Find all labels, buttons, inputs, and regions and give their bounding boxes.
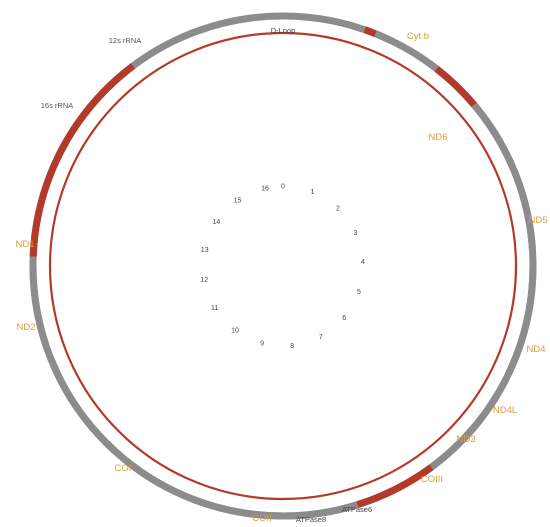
kb-tick-label: 2 <box>336 205 340 212</box>
gene-label-coi: COI <box>115 463 132 474</box>
gene-label-nd4l: ND4L <box>493 405 517 416</box>
kb-tick-label: 1 <box>311 189 315 196</box>
gene-segment-atpase8 <box>356 496 373 508</box>
gene-label-nd4: ND4 <box>526 344 545 355</box>
gene-label-nd2: ND2 <box>16 322 35 333</box>
gene-label-group: D-Loop Cyt b ND6 ND5 ND4 ND4L ND3 COIII ATPase6 A… <box>15 26 547 524</box>
outer-gene-ring <box>29 12 537 520</box>
gene-segment-atpase6 <box>369 464 434 504</box>
kb-tick-label: 9 <box>260 341 264 348</box>
kb-tick-label: 7 <box>319 334 323 341</box>
gene-segment-nd4l <box>485 378 509 411</box>
kb-tick-label: 15 <box>234 198 242 205</box>
gene-segment-cytb <box>374 30 390 43</box>
kb-tick-label: 0 <box>281 184 285 191</box>
gene-segment-nd5 <box>471 102 537 253</box>
gene-segment-dloop <box>363 26 377 37</box>
gene-segment-nd3 <box>471 412 487 430</box>
gene-label-nd3: ND3 <box>456 434 475 445</box>
kb-tick-label: 5 <box>357 289 361 296</box>
gene-segment-nd4 <box>506 263 537 373</box>
kb-tick-label: 13 <box>201 247 209 254</box>
gene-segment-nd1 <box>29 265 50 347</box>
gene-label-rrna16s: 16s rRNA <box>41 101 74 110</box>
gene-label-nd6: ND6 <box>428 132 447 143</box>
kb-tick-label: 3 <box>354 230 358 237</box>
gene-segment-nd2 <box>47 357 118 454</box>
gene-label-dloop: D-Loop <box>271 26 296 35</box>
gene-label-coiii: COIII <box>421 474 443 485</box>
kb-tick-label: 8 <box>290 343 294 350</box>
kb-tick-label: 10 <box>231 328 239 335</box>
inner-strand-ring <box>48 31 518 501</box>
gene-label-nd1: ND1 <box>15 239 34 250</box>
gene-segment-rrna12s <box>77 63 136 122</box>
kb-tick-label: 14 <box>213 219 221 226</box>
gene-label-nd5: ND5 <box>528 215 547 226</box>
gene-label-atpase8: ATPase8 <box>296 515 326 524</box>
gene-segment-coii <box>282 501 359 520</box>
kb-tick-label: 12 <box>200 277 208 284</box>
kb-tick-label: 4 <box>361 259 365 266</box>
gene-label-coii: COII <box>252 513 272 524</box>
gene-segment-rrna16s <box>29 117 84 257</box>
kb-tick-label: 11 <box>211 305 218 312</box>
gene-segment-coi <box>130 463 284 520</box>
gene-label-rrna12s: 12s rRNA <box>109 36 142 45</box>
gene-segment-nd6 <box>434 66 477 108</box>
gene-segment-coiii <box>430 424 477 469</box>
gene-label-cytb: Cyt b <box>407 31 429 42</box>
kb-tick-label: 6 <box>342 315 346 322</box>
kb-tick-label: 16 <box>261 186 269 193</box>
gene-label-atpase6: ATPase6 <box>342 505 372 514</box>
